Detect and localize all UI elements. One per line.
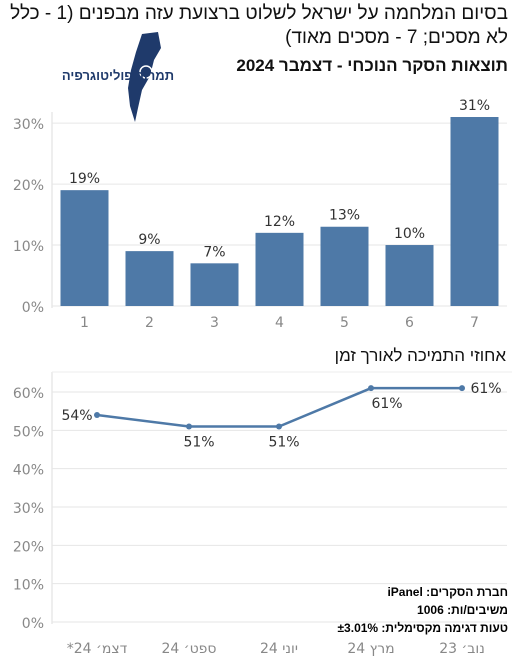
chart-title: בסיום המלחמה על ישראל לשלוט ברצועת עזה מ… (10, 3, 508, 48)
bar-x-tick-label: 4 (275, 315, 284, 331)
bar-value-label: 13% (329, 208, 360, 224)
line-y-tick-label: 0% (22, 616, 44, 632)
bar-x-tick-label: 1 (80, 315, 89, 331)
line-y-tick-label: 10% (13, 578, 44, 594)
bar-x-tick-label: 6 (405, 315, 414, 331)
bar-chart: 0%10%20%30%19%19%27%312%413%510%631%7 (13, 98, 507, 331)
line-point (459, 385, 465, 392)
bar-value-label: 31% (459, 98, 490, 114)
line-point (276, 423, 282, 430)
bar (385, 245, 434, 306)
chart-subtitle: תוצאות הסקר הנוכחי - דצמבר 2024 (236, 56, 508, 75)
line-point (186, 423, 192, 430)
bar-value-label: 19% (69, 171, 100, 187)
line-x-tick-label: נוב׳ 23 (439, 641, 485, 657)
footer-company: חברת הסקרים: iPanel (387, 585, 508, 599)
footer-margin: טעות דגימה מקסימלית: ±3.01% (337, 621, 508, 635)
line-value-label: 54% (61, 408, 92, 424)
bar (255, 232, 304, 306)
bar-value-label: 10% (394, 226, 425, 242)
line-x-tick-label: ספט׳ 24 (161, 641, 216, 657)
line-value-label: 51% (268, 435, 299, 451)
bar-x-tick-label: 2 (145, 315, 154, 331)
bar-value-label: 12% (264, 214, 295, 230)
line-point (94, 412, 100, 418)
line-x-tick-label: מרץ 24 (347, 641, 394, 657)
logo-text: תמרור פוליטוגרפיה (61, 68, 175, 83)
bar-x-tick-label: 7 (470, 315, 479, 331)
line-x-tick-label: דצמ׳ 24* (67, 641, 128, 657)
line-y-tick-label: 20% (13, 539, 44, 555)
line-point (368, 385, 374, 392)
bar-y-tick-label: 10% (13, 239, 44, 255)
bar (320, 226, 369, 306)
line-value-label: 51% (183, 435, 214, 451)
line-y-tick-label: 30% (13, 501, 44, 517)
bar (190, 263, 239, 306)
israel-map-icon (128, 32, 161, 122)
line-y-tick-label: 50% (13, 424, 44, 440)
line-x-tick-label: יוני 24 (260, 641, 298, 657)
bar-y-tick-label: 0% (22, 300, 44, 316)
line-value-label: 61% (371, 396, 402, 412)
line-value-label: 61% (470, 381, 501, 397)
bar (60, 190, 109, 306)
bar-y-tick-label: 30% (13, 117, 44, 133)
line-chart-title: אחוזי התמיכה לאורך זמן (334, 346, 506, 365)
bar-y-tick-label: 20% (13, 178, 44, 194)
line-y-tick-label: 40% (13, 463, 44, 479)
bar-x-tick-label: 5 (340, 315, 349, 331)
logo: תמרור פוליטוגרפיה (58, 30, 178, 122)
bar-value-label: 9% (138, 232, 160, 248)
bar (450, 117, 499, 306)
bar (125, 251, 174, 306)
line-series (96, 386, 462, 428)
bar-x-tick-label: 3 (210, 315, 219, 331)
bar-value-label: 7% (203, 244, 225, 260)
footer-respondents: משיבים/ות: 1006 (417, 603, 508, 617)
line-y-tick-label: 60% (13, 386, 44, 402)
